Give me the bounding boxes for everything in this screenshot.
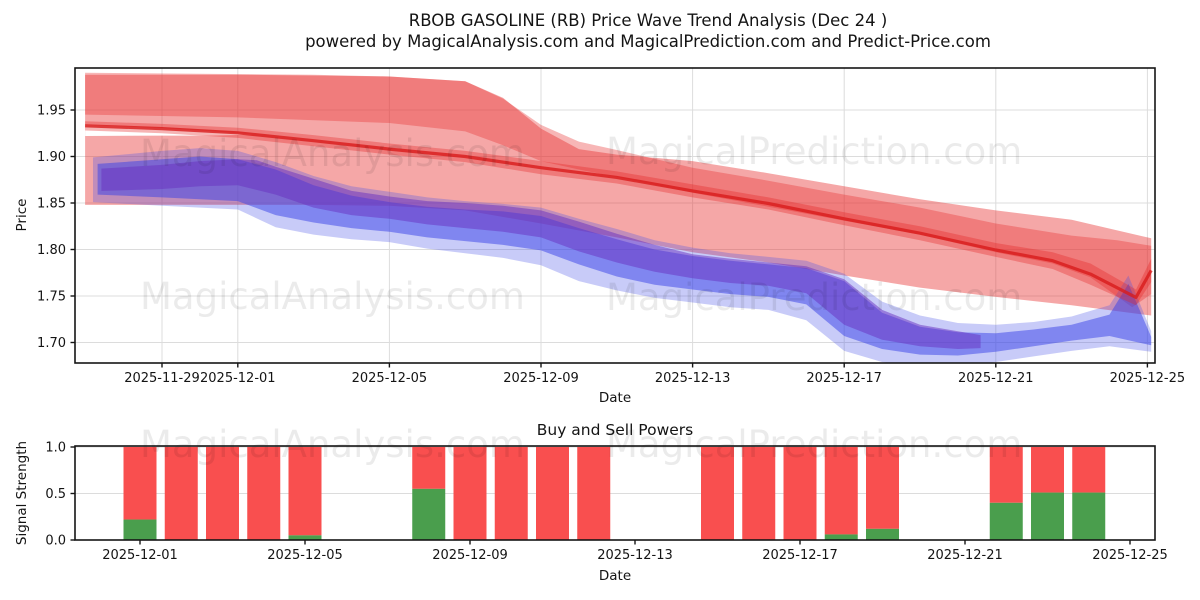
price-xtick-label: 2025-12-21 — [958, 371, 1034, 386]
buy-power-bar — [123, 519, 157, 540]
power-chart-title: Buy and Sell Powers — [536, 421, 694, 439]
price-ytick-label: 1.95 — [37, 104, 66, 119]
price-xtick-label: 2025-12-05 — [352, 371, 428, 386]
power-xtick-label: 2025-12-09 — [432, 548, 508, 563]
chart-subtitle: powered by MagicalAnalysis.com and Magic… — [305, 32, 991, 51]
red-outer-band — [85, 74, 1152, 316]
purple-core-band — [101, 159, 981, 349]
sell-power-bar — [247, 447, 281, 540]
price-ytick-label: 1.90 — [37, 150, 66, 165]
watermark-text: MagicalPrediction.com — [606, 130, 1022, 173]
sell-power-bar — [783, 447, 817, 540]
sell-power-bar — [742, 447, 776, 540]
watermark-text: MagicalAnalysis.com — [140, 132, 525, 175]
watermark-text: MagicalAnalysis.com — [140, 275, 525, 318]
sell-power-bar — [536, 447, 569, 540]
power-ytick-label: 1.0 — [45, 441, 66, 456]
sell-power-bar — [824, 447, 858, 535]
buy-power-bar — [824, 534, 858, 540]
price-ylabel: Price — [14, 198, 30, 232]
price-bands-group — [85, 72, 1153, 363]
sell-power-bar — [1031, 447, 1064, 493]
buy-power-bar — [288, 535, 322, 540]
watermark-text: MagicalAnalysis.com — [140, 423, 525, 466]
sell-power-bar — [494, 447, 528, 540]
buy-power-bar — [1031, 492, 1064, 540]
sell-power-bar — [866, 447, 899, 529]
price-xtick-label: 2025-12-13 — [655, 371, 731, 386]
price-xtick-label: 2025-12-09 — [503, 371, 579, 386]
sell-power-bar — [412, 447, 446, 489]
buy-power-bar — [989, 502, 1023, 540]
red-inner-band — [85, 72, 1152, 308]
sell-power-bar — [701, 447, 734, 540]
price-axes-border — [74, 67, 1156, 364]
red-center-line — [85, 124, 1153, 299]
price-xtick-label: 2025-11-29 — [124, 371, 200, 386]
price-ytick-label: 1.75 — [37, 290, 66, 305]
sell-power-bar — [164, 447, 198, 540]
price-xtick-label: 2025-12-17 — [806, 371, 882, 386]
power-xtick-label: 2025-12-05 — [267, 548, 343, 563]
price-ytick-label: 1.70 — [37, 336, 66, 351]
price-xlabel: Date — [598, 390, 632, 406]
buy-power-bar — [412, 488, 446, 540]
sell-power-bar — [989, 447, 1023, 503]
watermark-text: MagicalPrediction.com — [606, 423, 1022, 466]
price-ytick-label: 1.80 — [37, 243, 66, 258]
buy-power-bar — [1072, 492, 1106, 540]
watermark-text: MagicalPrediction.com — [606, 276, 1022, 319]
power-ylabel: Signal Strength — [14, 440, 30, 546]
sell-power-bar — [123, 447, 157, 520]
power-xtick-label: 2025-12-01 — [102, 548, 178, 563]
power-xlabel: Date — [598, 568, 632, 584]
power-xtick-label: 2025-12-13 — [597, 548, 673, 563]
power-xtick-label: 2025-12-21 — [927, 548, 1003, 563]
price-xtick-label: 2025-12-25 — [1110, 371, 1186, 386]
power-xtick-label: 2025-12-25 — [1092, 548, 1168, 563]
power-ytick-label: 0.0 — [45, 534, 66, 549]
sell-power-bar — [577, 447, 611, 540]
chart-title: RBOB GASOLINE (RB) Price Wave Trend Anal… — [408, 11, 888, 30]
power-ytick-label: 0.5 — [45, 487, 66, 502]
sell-power-bar — [288, 447, 322, 536]
sell-power-bar — [206, 447, 239, 540]
buy-power-bar — [866, 528, 899, 540]
price-xtick-label: 2025-12-01 — [200, 371, 276, 386]
power-xtick-label: 2025-12-17 — [762, 548, 838, 563]
price-ytick-label: 1.85 — [37, 197, 66, 212]
sell-power-bar — [1072, 447, 1106, 493]
sell-power-bar — [453, 447, 487, 540]
